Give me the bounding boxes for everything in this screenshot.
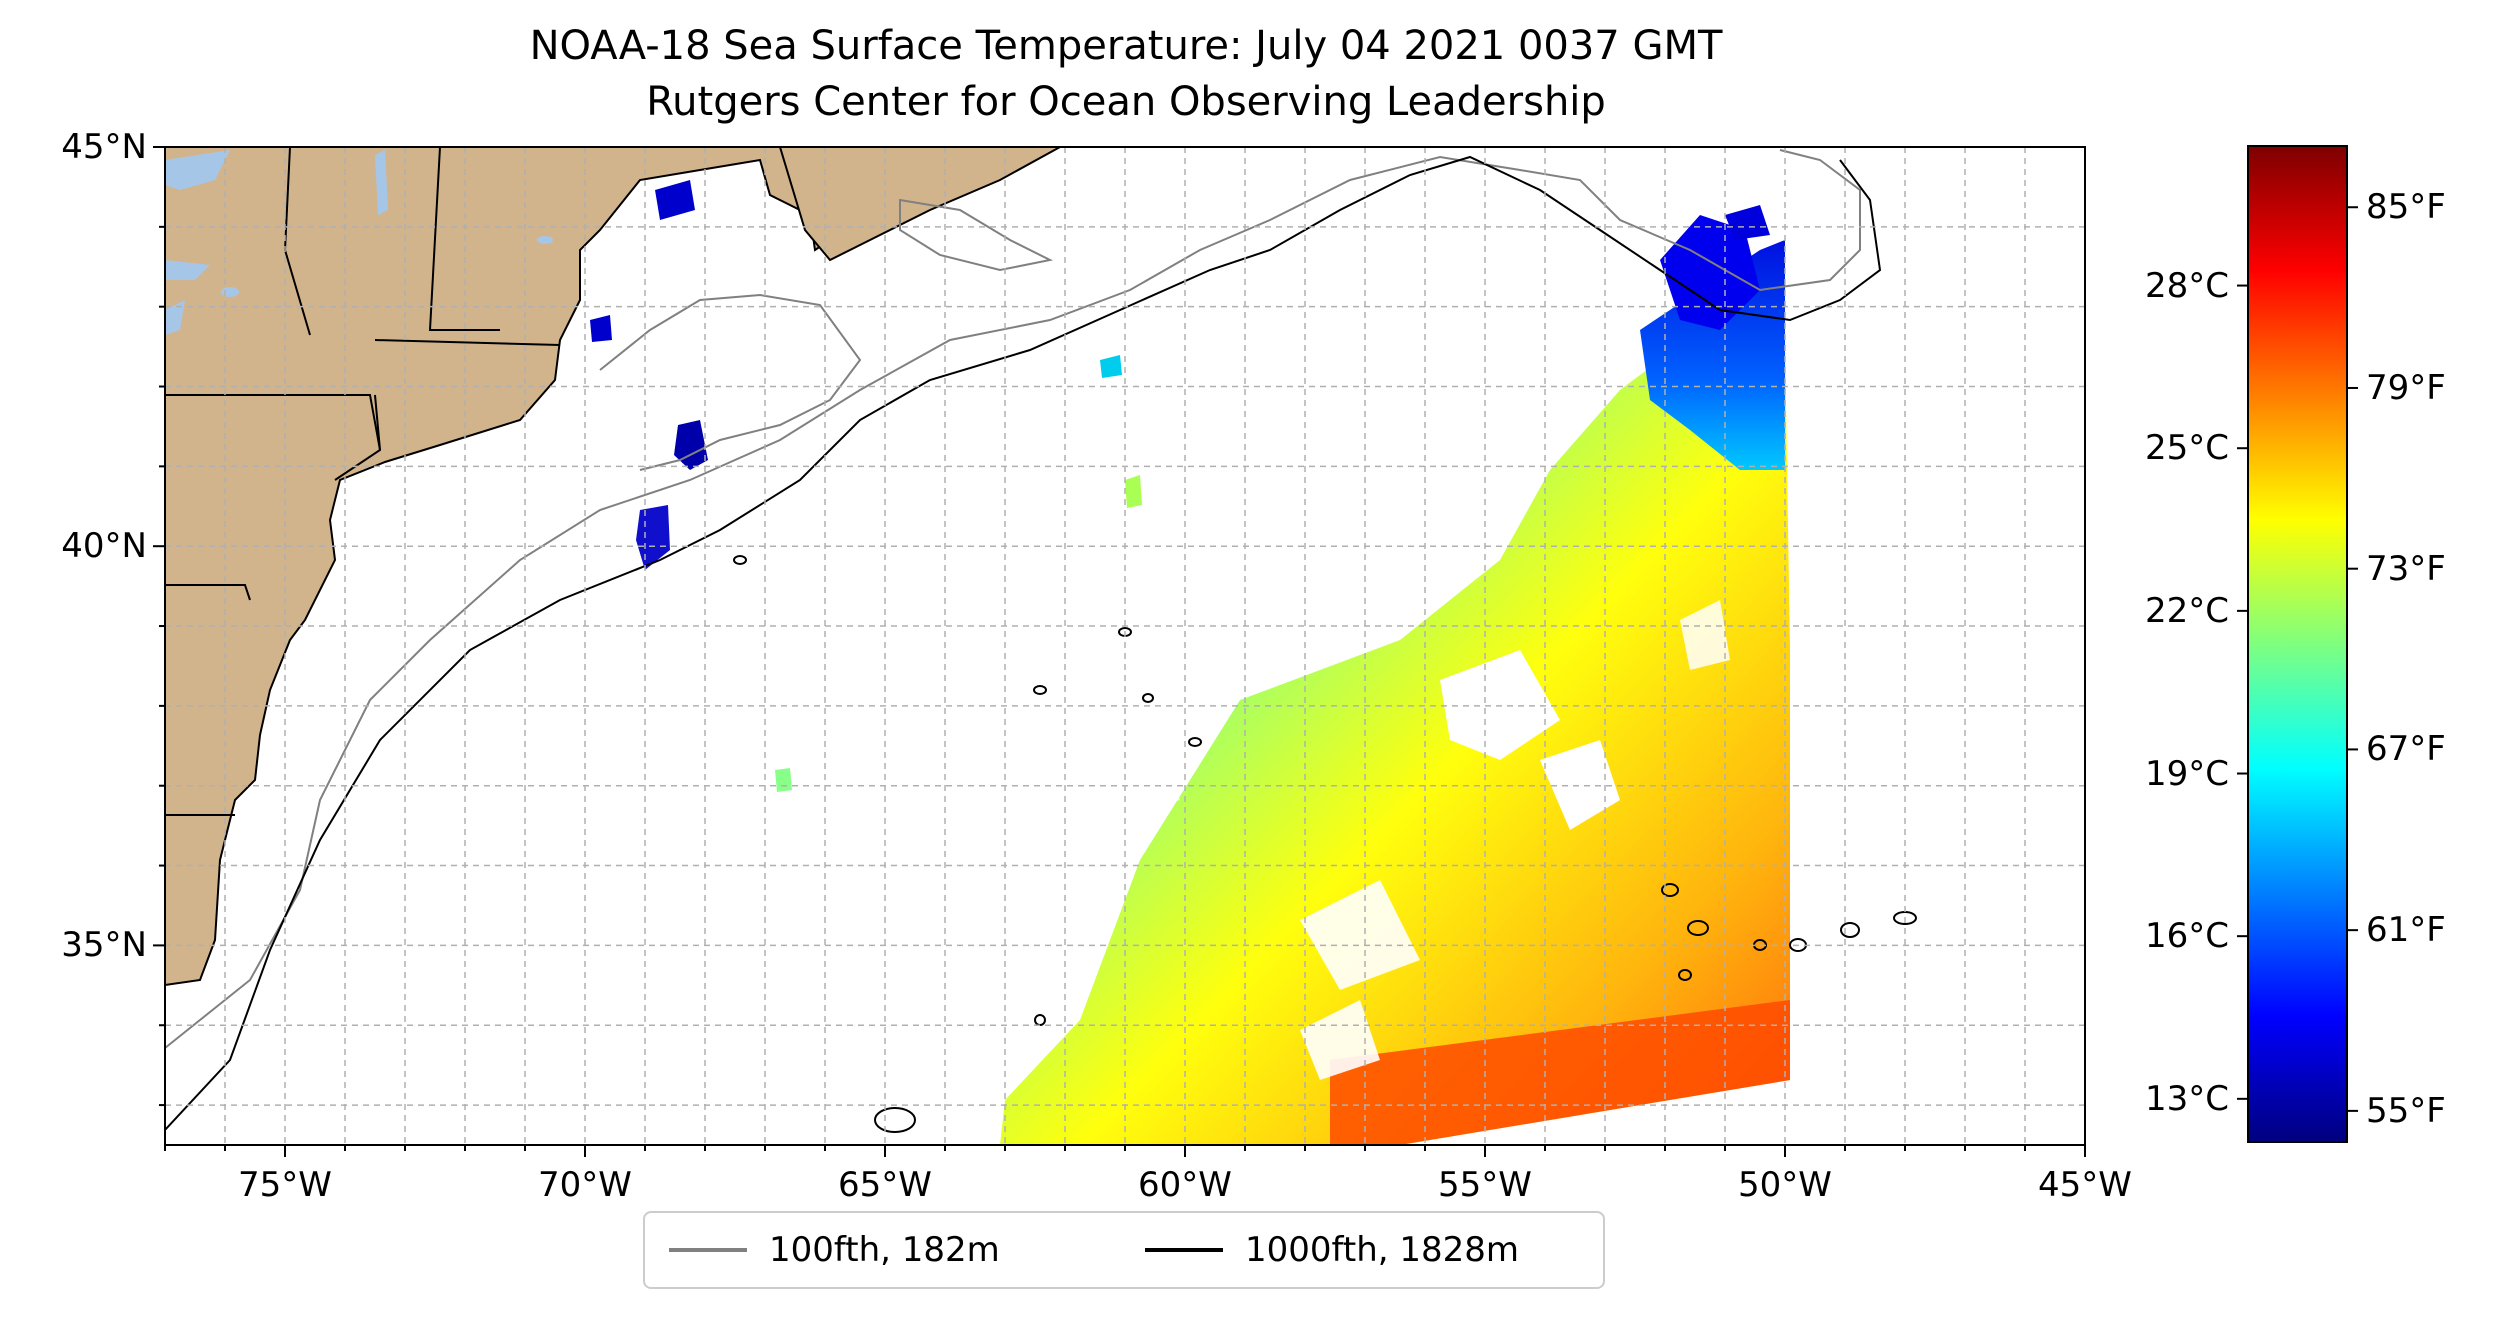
colorbar-label-c: 22°C [2144, 590, 2229, 631]
state-borders [165, 147, 561, 816]
legend-item-1000fth: 1000fth, 1828m [1145, 1213, 1519, 1287]
colorbar-label-f: 61°F [2366, 910, 2446, 951]
legend-label-1000fth: 1000fth, 1828m [1245, 1230, 1520, 1270]
colorbar-label-f: 73°F [2366, 548, 2446, 589]
legend-swatch-1000fth [1145, 1248, 1223, 1252]
colorbar [2247, 145, 2348, 1143]
lon-tick-label: 50°W [1738, 1165, 1832, 1205]
colorbar-label-f: 85°F [2366, 187, 2446, 228]
chart-title: NOAA-18 Sea Surface Temperature: July 04… [529, 23, 1723, 69]
contour-100fth [899, 198, 1054, 272]
contour-100fth [165, 149, 1861, 1049]
lat-tick-label: 45°N [61, 127, 147, 167]
colorbar-label-c: 16°C [2144, 916, 2229, 957]
seamount-contours [733, 555, 1917, 1133]
map-gridlines [165, 147, 2085, 1145]
legend-label-100fth: 100fth, 182m [769, 1230, 1000, 1270]
lon-tick-label: 55°W [1438, 1165, 1532, 1205]
legend: 100fth, 182m 1000fth, 1828m [643, 1211, 1605, 1289]
legend-swatch-100fth [669, 1248, 747, 1252]
lon-tick-label: 60°W [1138, 1165, 1232, 1205]
lat-tick-label: 40°N [61, 526, 147, 567]
colorbar-label-c: 13°C [2144, 1078, 2229, 1119]
legend-item-100fth: 100fth, 182m [669, 1213, 1000, 1287]
lon-tick-label: 65°W [838, 1165, 932, 1205]
contour-100fth [599, 293, 862, 471]
map-tickmarks [153, 146, 2086, 1157]
colorbar-label-f: 67°F [2366, 729, 2446, 770]
colorbar-label-c: 25°C [2144, 428, 2229, 469]
lon-tick-label: 70°W [538, 1165, 632, 1205]
colorbar-label-f: 79°F [2366, 367, 2446, 408]
sst-swath [1000, 215, 1790, 1145]
lat-tick-label: 35°N [61, 925, 147, 966]
chart-subtitle: Rutgers Center for Ocean Observing Leade… [646, 79, 1606, 125]
contour-1000fth [165, 155, 1882, 1131]
lakes [165, 150, 553, 335]
colorbar-label-c: 19°C [2144, 753, 2229, 794]
lon-tick-label: 75°W [238, 1165, 332, 1205]
lon-tick-label: 45°W [2038, 1165, 2132, 1205]
colorbar-label-c: 28°C [2144, 265, 2229, 306]
colorbar-label-f: 55°F [2366, 1090, 2446, 1131]
